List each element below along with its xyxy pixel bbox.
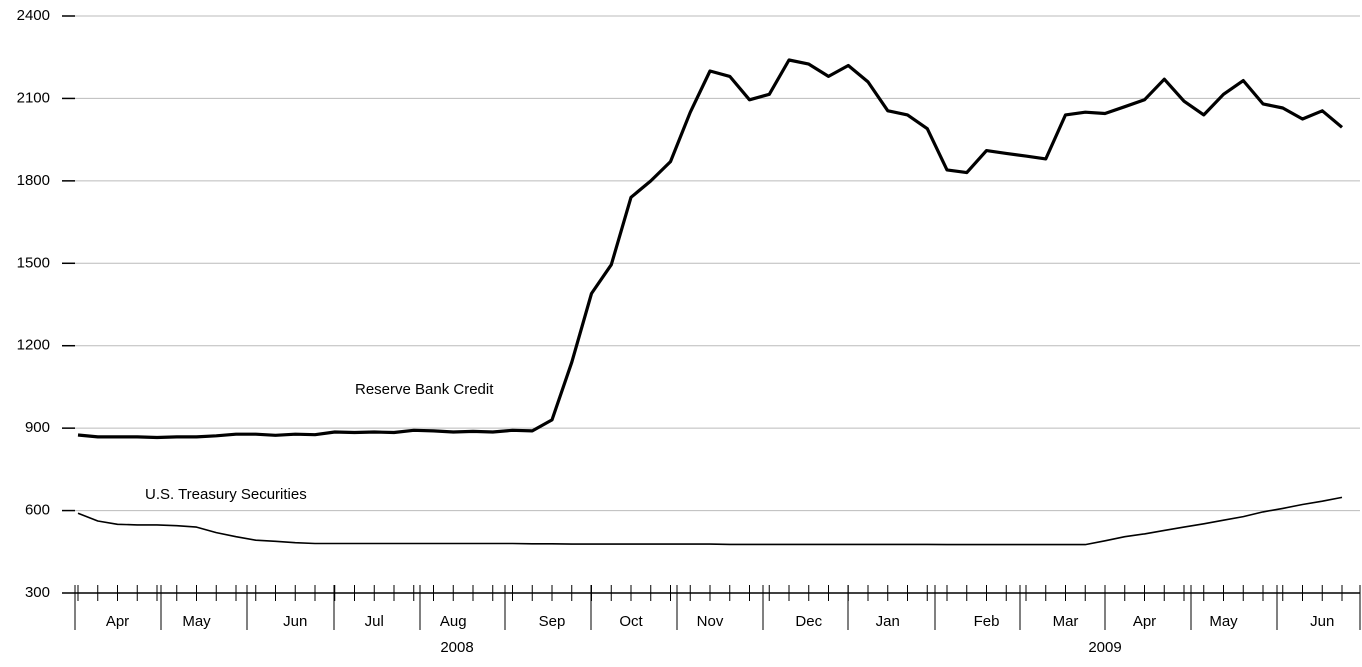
x-tick-label: Feb [974,613,1000,630]
y-tick-label: 600 [25,502,50,519]
x-tick-label: Oct [619,613,643,630]
x-tick-label: Aug [440,613,467,630]
y-tick-label: 2100 [17,89,50,106]
year-label: 2008 [440,639,473,656]
x-tick-label: Sep [539,613,566,630]
y-tick-label: 1500 [17,254,50,271]
series-label: Reserve Bank Credit [355,381,494,398]
x-tick-label: Apr [106,613,129,630]
x-tick-label: Dec [795,613,822,630]
series-label: U.S. Treasury Securities [145,486,307,503]
x-tick-label: Nov [697,613,724,630]
y-tick-label: 1200 [17,337,50,354]
x-tick-label: Jun [1310,613,1334,630]
series-line [77,496,1343,546]
series-line [77,58,1344,440]
y-tick-label: 1800 [17,172,50,189]
y-tick-label: 300 [25,584,50,601]
y-tick-label: 900 [25,419,50,436]
y-tick-label: 2400 [17,7,50,24]
x-tick-label: May [182,613,211,630]
x-tick-label: Mar [1053,613,1079,630]
x-tick-label: Jan [876,613,900,630]
x-tick-label: Apr [1133,613,1156,630]
x-tick-label: Jun [283,613,307,630]
x-tick-label: May [1209,613,1238,630]
x-tick-label: Jul [365,613,384,630]
year-label: 2009 [1088,639,1121,656]
